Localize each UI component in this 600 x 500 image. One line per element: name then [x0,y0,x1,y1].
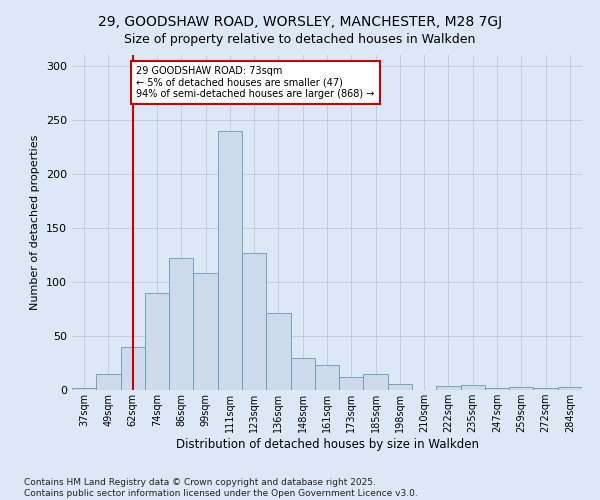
Bar [169,258,193,390]
Bar [509,387,533,390]
Y-axis label: Number of detached properties: Number of detached properties [31,135,40,310]
X-axis label: Distribution of detached houses by size in Walkden: Distribution of detached houses by size … [176,438,479,451]
Bar [242,253,266,390]
Bar [388,384,412,390]
Bar [72,388,96,390]
Bar [461,384,485,390]
Bar [218,130,242,390]
Bar [364,374,388,390]
Bar [266,314,290,390]
Bar [485,388,509,390]
Bar [558,387,582,390]
Text: Contains HM Land Registry data © Crown copyright and database right 2025.
Contai: Contains HM Land Registry data © Crown c… [24,478,418,498]
Text: 29 GOODSHAW ROAD: 73sqm
← 5% of detached houses are smaller (47)
94% of semi-det: 29 GOODSHAW ROAD: 73sqm ← 5% of detached… [136,66,375,99]
Bar [193,274,218,390]
Bar [145,292,169,390]
Text: 29, GOODSHAW ROAD, WORSLEY, MANCHESTER, M28 7GJ: 29, GOODSHAW ROAD, WORSLEY, MANCHESTER, … [98,15,502,29]
Text: Size of property relative to detached houses in Walkden: Size of property relative to detached ho… [124,32,476,46]
Bar [315,365,339,390]
Bar [436,386,461,390]
Bar [290,358,315,390]
Bar [339,377,364,390]
Bar [96,374,121,390]
Bar [121,347,145,390]
Bar [533,388,558,390]
